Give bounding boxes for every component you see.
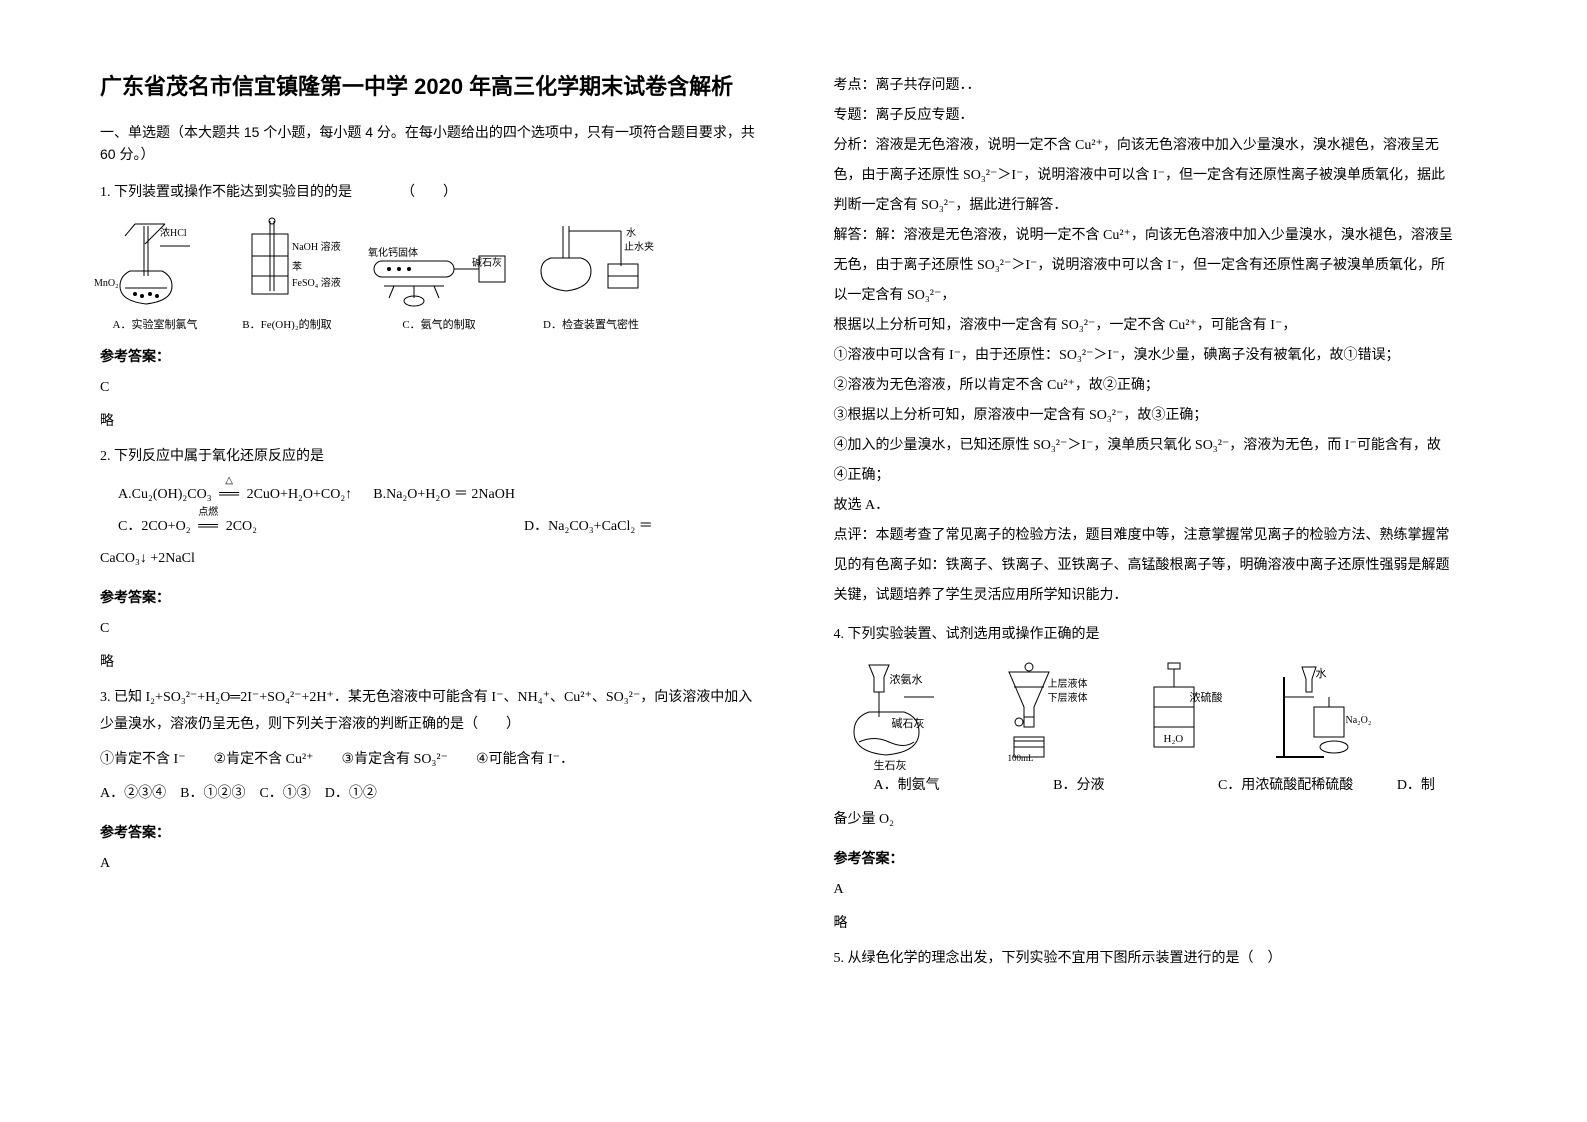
q1b-label-mid1: 苯: [292, 258, 302, 273]
q4-opt-a: A．制氨气: [874, 778, 940, 793]
q4-fig-a: 浓氨水 碱石灰 生石灰: [834, 657, 954, 767]
q3-choices: A．②③④ B．①②③ C．①③ D．①②: [100, 781, 774, 808]
q4-fig-c: 浓硫酸 H₂O: [1124, 657, 1234, 767]
left-column: 广东省茂名市信宜镇隆第一中学 2020 年高三化学期末试卷含解析 一、单选题（本…: [100, 70, 814, 1082]
q5-stem: 5. 从绿色化学的理念出发，下列实验不宜用下图所示装置进行的是（ ）: [834, 946, 1508, 973]
q1-fig-c: 氧化钙固体 碱石灰 C．氨气的制取: [364, 216, 514, 332]
q1-lue: 略: [100, 410, 774, 430]
q4d-m: Na₂O₂: [1346, 715, 1372, 726]
q4c-t: 浓硫酸: [1190, 689, 1223, 705]
q4-options: A．制氨气 B．分液 C．用浓硫酸配稀硫酸 D．制: [874, 773, 1508, 798]
q4a-b2: 生石灰: [874, 757, 907, 773]
q4a-b: 碱石灰: [892, 715, 925, 731]
q2-lue: 略: [100, 651, 774, 671]
r-kd: 考点：离子共存问题．．: [834, 72, 1508, 100]
q1-fig-d: 水 止水夹 D．检查装置气密性: [526, 216, 656, 332]
q4-opt-d: D．制: [1397, 778, 1435, 793]
q4-answer-label: 参考答案：: [834, 848, 1508, 868]
r-dp3: 关键，试题培养了学生灵活应用所学知识能力．: [834, 582, 1508, 610]
q4-answer: A: [834, 882, 1508, 898]
q2-answer: C: [100, 621, 774, 637]
q1a-caption: A．实验室制氯气: [100, 316, 210, 332]
q1-stem: 1. 下列装置或操作不能达到实验目的的是 （ ）: [100, 180, 774, 207]
section-1-header: 一、单选题（本大题共 15 个小题，每小题 4 分。在每小题给出的四个选项中，只…: [100, 121, 774, 166]
q2-opt-a-rhs: 2CuO+H₂O+CO₂↑: [247, 487, 353, 502]
q2-opt-c-lhs: C．2CO+O₂: [118, 519, 191, 534]
q4-figures: 浓氨水 碱石灰 生石灰 上层液体: [834, 657, 1508, 767]
q2-opt-a-lhs: A.Cu₂(OH)₂CO₃: [118, 487, 212, 502]
r-fx2: 色，由于离子还原性 SO₃²⁻＞I⁻，说明溶液中可以含 I⁻，但一定含有还原性离…: [834, 162, 1508, 190]
q4-opt-b: B．分液: [1053, 778, 1104, 793]
q1-answer-label: 参考答案：: [100, 346, 774, 366]
q2-row-cd: C．2CO+O₂ 点燃══ 2CO₂ D．Na₂CO₃+CaCl₂ ＝: [118, 513, 774, 541]
q2-opt-c-arrow: 点燃══: [194, 513, 222, 541]
r-jd3: 根据以上分析可知，溶液中一定含有 SO₃²⁻，一定不含 Cu²⁺，可能含有 I⁻…: [834, 312, 1508, 340]
r-jd0: 解答：解：溶液是无色溶液，说明一定不含 Cu²⁺，向该无色溶液中加入少量溴水，溴…: [834, 222, 1508, 250]
r-jd4: ①溶液中可以含有 I⁻，由于还原性：SO₃²⁻＞I⁻，溴水少量，碘离子没有被氧化…: [834, 342, 1508, 370]
q2-opt-b: B.Na₂O+H₂O ＝ 2NaOH: [373, 487, 515, 502]
r-dp2: 见的有色离子如：铁离子、铁离子、亚铁离子、高锰酸根离子等，明确溶液中离子还原性强…: [834, 552, 1508, 580]
q2-opt-d: D．Na₂CO₃+CaCl₂ ＝: [524, 519, 653, 534]
q1-figures: 浓HCl MnO₂ A．实验室制氯气 NaOH 溶液 苯: [100, 216, 774, 332]
q4-lue: 略: [834, 912, 1508, 932]
q3-answer-label: 参考答案：: [100, 822, 774, 842]
q3-opts-line: ①肯定不含 I⁻ ②肯定不含 Cu²⁺ ③肯定含有 SO₃²⁻ ④可能含有 I⁻…: [100, 747, 774, 774]
q2-opt-c-rhs: 2CO₂: [226, 519, 257, 534]
r-jd6: ③根据以上分析可知，原溶液中一定含有 SO₃²⁻，故③正确；: [834, 402, 1508, 430]
r-jd5: ②溶液为无色溶液，所以肯定不含 Cu²⁺，故②正确；: [834, 372, 1508, 400]
q4d-t: 水: [1316, 665, 1327, 681]
q1-fig-b: NaOH 溶液 苯 FeSO₄ 溶液 B．Fe(OH)₂的制取: [222, 216, 352, 332]
r-zt: 专题：离子反应专题．: [834, 102, 1508, 130]
r-fx1: 分析：溶液是无色溶液，说明一定不含 Cu²⁺，向该无色溶液中加入少量溴水，溴水褪…: [834, 132, 1508, 160]
r-jd8: ④正确；: [834, 462, 1508, 490]
q1c-label-top: 氧化钙固体: [368, 244, 418, 259]
q4c-b: H₂O: [1164, 733, 1184, 745]
q4b-b: 下层液体: [1048, 689, 1088, 704]
q3-answer: A: [100, 856, 774, 872]
q3-stem-b: 少量溴水，溶液仍呈无色，则下列关于溶液的判断正确的是（ ）: [100, 712, 774, 739]
q2-answer-label: 参考答案：: [100, 587, 774, 607]
doc-title: 广东省茂名市信宜镇隆第一中学 2020 年高三化学期末试卷含解析: [100, 70, 774, 103]
r-jd1: 无色，由于离子还原性 SO₃²⁻＞I⁻，说明溶液中可以含 I⁻，但一定含有还原性…: [834, 252, 1508, 280]
q3-stem-a: 3. 已知 I₂+SO₃²⁻+H₂O═2I⁻+SO₄²⁻+2H⁺．某无色溶液中可…: [100, 685, 774, 712]
right-column: 考点：离子共存问题．． 专题：离子反应专题． 分析：溶液是无色溶液，说明一定不含…: [814, 70, 1528, 1082]
q2-opt-d-line2: CaCO₃↓ +2NaCl: [100, 545, 774, 573]
q1a-label-mid: MnO₂: [94, 278, 119, 289]
q4-opt-c: C．用浓硫酸配稀硫酸: [1218, 778, 1353, 793]
q1c-label-mid: 碱石灰: [472, 254, 502, 269]
q4-stem: 4. 下列实验装置、试剂选用或操作正确的是: [834, 622, 1508, 649]
r-jd2: 以一定含有 SO₃²⁻，: [834, 282, 1508, 310]
q1d-caption: D．检查装置气密性: [526, 316, 656, 332]
q4-opt-d-line2: 备少量 O₂: [834, 806, 1508, 834]
q1-answer: C: [100, 380, 774, 396]
q4b-t: 上层液体: [1048, 675, 1088, 690]
q1d-label-mid: 止水夹: [624, 238, 654, 253]
q1-fig-a: 浓HCl MnO₂ A．实验室制氯气: [100, 216, 210, 332]
q1d-label-top: 水: [626, 224, 636, 239]
q1b-caption: B．Fe(OH)₂的制取: [222, 316, 352, 332]
r-jd7: ④加入的少量溴水，已知还原性 SO₃²⁻＞I⁻，溴单质只氧化 SO₃²⁻，溶液为…: [834, 432, 1508, 460]
r-jd9: 故选 A．: [834, 492, 1508, 520]
q1a-label-top: 浓HCl: [160, 224, 187, 239]
q1c-caption: C．氨气的制取: [364, 316, 514, 332]
r-dp1: 点评：本题考查了常见离子的检验方法，题目难度中等，注意掌握常见离子的检验方法、熟…: [834, 522, 1508, 550]
r-fx3: 判断一定含有 SO₃²⁻，据此进行解答．: [834, 192, 1508, 220]
q1b-label-top: NaOH 溶液: [292, 238, 341, 253]
q2-stem: 2. 下列反应中属于氧化还原反应的是: [100, 444, 774, 471]
q4-fig-b: 上层液体 下层液体 100mL: [984, 657, 1094, 767]
q4b-b2: 100mL: [1008, 753, 1034, 763]
q4a-t: 浓氨水: [890, 671, 923, 687]
q1b-label-mid2: FeSO₄ 溶液: [292, 274, 341, 289]
q4-fig-d: 水 Na₂O₂: [1264, 657, 1384, 767]
